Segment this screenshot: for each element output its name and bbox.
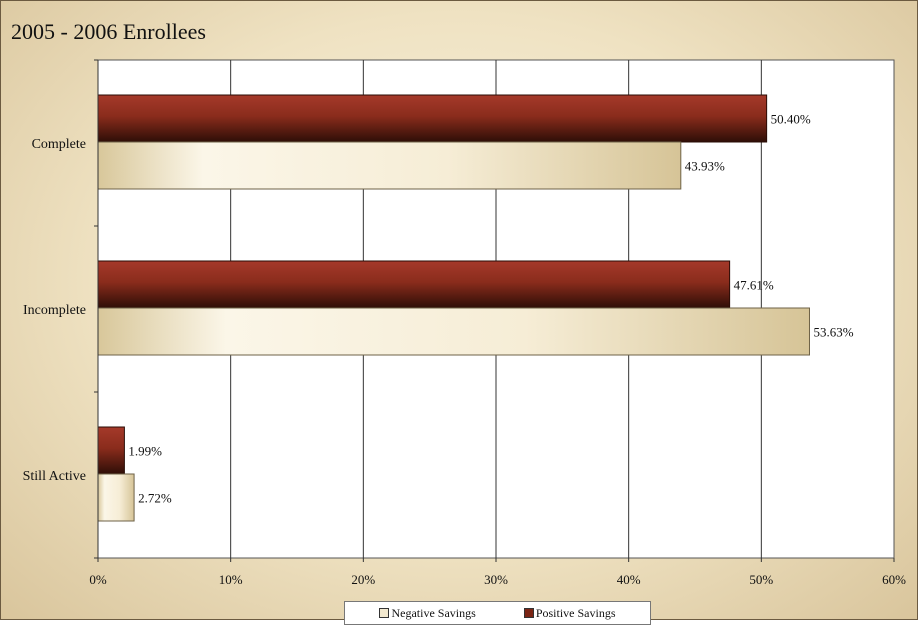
data-label: 43.93%	[685, 159, 725, 174]
x-tick-label: 50%	[749, 572, 773, 587]
legend-swatch-negative	[379, 608, 390, 618]
bar-positive-savings	[97, 94, 768, 143]
category-label: Incomplete	[23, 303, 86, 318]
legend-item-negative: Negative Savings	[379, 605, 476, 621]
bar-negative-savings	[97, 141, 682, 190]
category-label: Complete	[32, 137, 86, 152]
x-tick-label: 60%	[882, 572, 906, 587]
x-tick-label: 0%	[89, 572, 107, 587]
x-tick-label: 30%	[484, 572, 508, 587]
legend-swatch-positive	[523, 608, 534, 618]
legend-item-positive: Positive Savings	[523, 605, 616, 621]
bar-negative-savings	[97, 473, 135, 522]
bar-positive-savings	[97, 426, 125, 475]
legend-label-positive: Positive Savings	[535, 605, 616, 620]
data-label: 1.99%	[128, 444, 162, 459]
x-tick-label: 40%	[617, 572, 641, 587]
data-label: 2.72%	[138, 491, 172, 506]
bar-negative-savings	[97, 307, 810, 356]
chart-title: 2005 - 2006 Enrollees	[11, 19, 206, 44]
x-tick-label: 20%	[351, 572, 375, 587]
data-label: 53.63%	[813, 325, 853, 340]
data-label: 47.61%	[734, 278, 774, 293]
category-label: Still Active	[23, 469, 86, 484]
data-label: 50.40%	[771, 112, 811, 127]
x-tick-label: 10%	[219, 572, 243, 587]
bar-positive-savings	[97, 260, 731, 309]
legend: Negative Savings Positive Savings	[344, 601, 651, 625]
legend-label-negative: Negative Savings	[391, 605, 476, 620]
